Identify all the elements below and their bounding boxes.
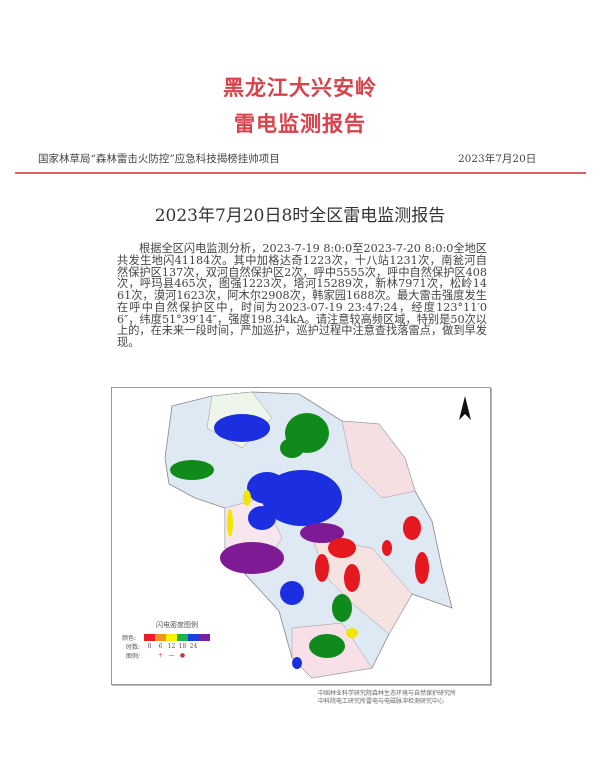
legend-ticks: 时数: 0 6 12 18 24 [122, 642, 232, 651]
legend-swatch [177, 634, 188, 641]
legend-colors: 颜色: [122, 633, 232, 642]
report-body: 根据全区闪电监测分析，2023-7-19 8:0:0至2023-7-20 8:0… [117, 242, 487, 349]
project-name: 国家林草局“森林雷击火防控”应急科技揭榜挂帅项目 [38, 153, 280, 165]
legend-swatch [166, 634, 177, 641]
lightning-density-blobs [170, 413, 429, 669]
legend-swatch [155, 634, 166, 641]
legend-color-label: 颜色: [122, 635, 137, 642]
legend-swatch [144, 634, 155, 641]
report-heading: 2023年7月20日8时全区雷电监测报告 [154, 206, 446, 226]
legend-tick: 24 [189, 643, 198, 650]
legend-title: 闪电密度图例 [156, 621, 198, 629]
report-date: 2023年7月20日 [458, 153, 537, 165]
map-graphic [164, 391, 453, 679]
report-title: 雷电监测报告 [234, 111, 366, 136]
legend-swatch [199, 634, 210, 641]
legend-symbol: ● [179, 652, 186, 659]
header-divider [15, 172, 586, 174]
credits: 中国林业科学研究院森林生态环境与自然保护研究所 中科院电工研究所雷电与电磁脉冲检… [318, 690, 456, 706]
credit-line: 中国林业科学研究院森林生态环境与自然保护研究所 [318, 690, 457, 697]
legend-symbol: — [168, 652, 175, 659]
credit-line: 中科院电工研究所雷电与电磁脉冲检测研究中心 [318, 698, 445, 705]
legend-symbols: 图例: + — ● [122, 651, 232, 660]
legend-tick-label: 时数: [125, 644, 141, 651]
legend-swatch [188, 634, 199, 641]
legend-symbol-label: 图例: [125, 653, 141, 660]
map-legend: 闪电密度图例 颜色: 时数: 0 6 12 18 24 图例: + — ● [122, 620, 232, 660]
legend-tick: 12 [167, 643, 176, 650]
legend-symbol: + [157, 652, 164, 659]
legend-tick: 6 [158, 643, 163, 650]
lightning-density-map: 闪电密度图例 颜色: 时数: 0 6 12 18 24 图例: + — ● [111, 387, 491, 685]
report-title-region: 黑龙江大兴安岭 [223, 75, 377, 100]
legend-tick: 18 [178, 643, 187, 650]
legend-tick: 0 [147, 643, 152, 650]
